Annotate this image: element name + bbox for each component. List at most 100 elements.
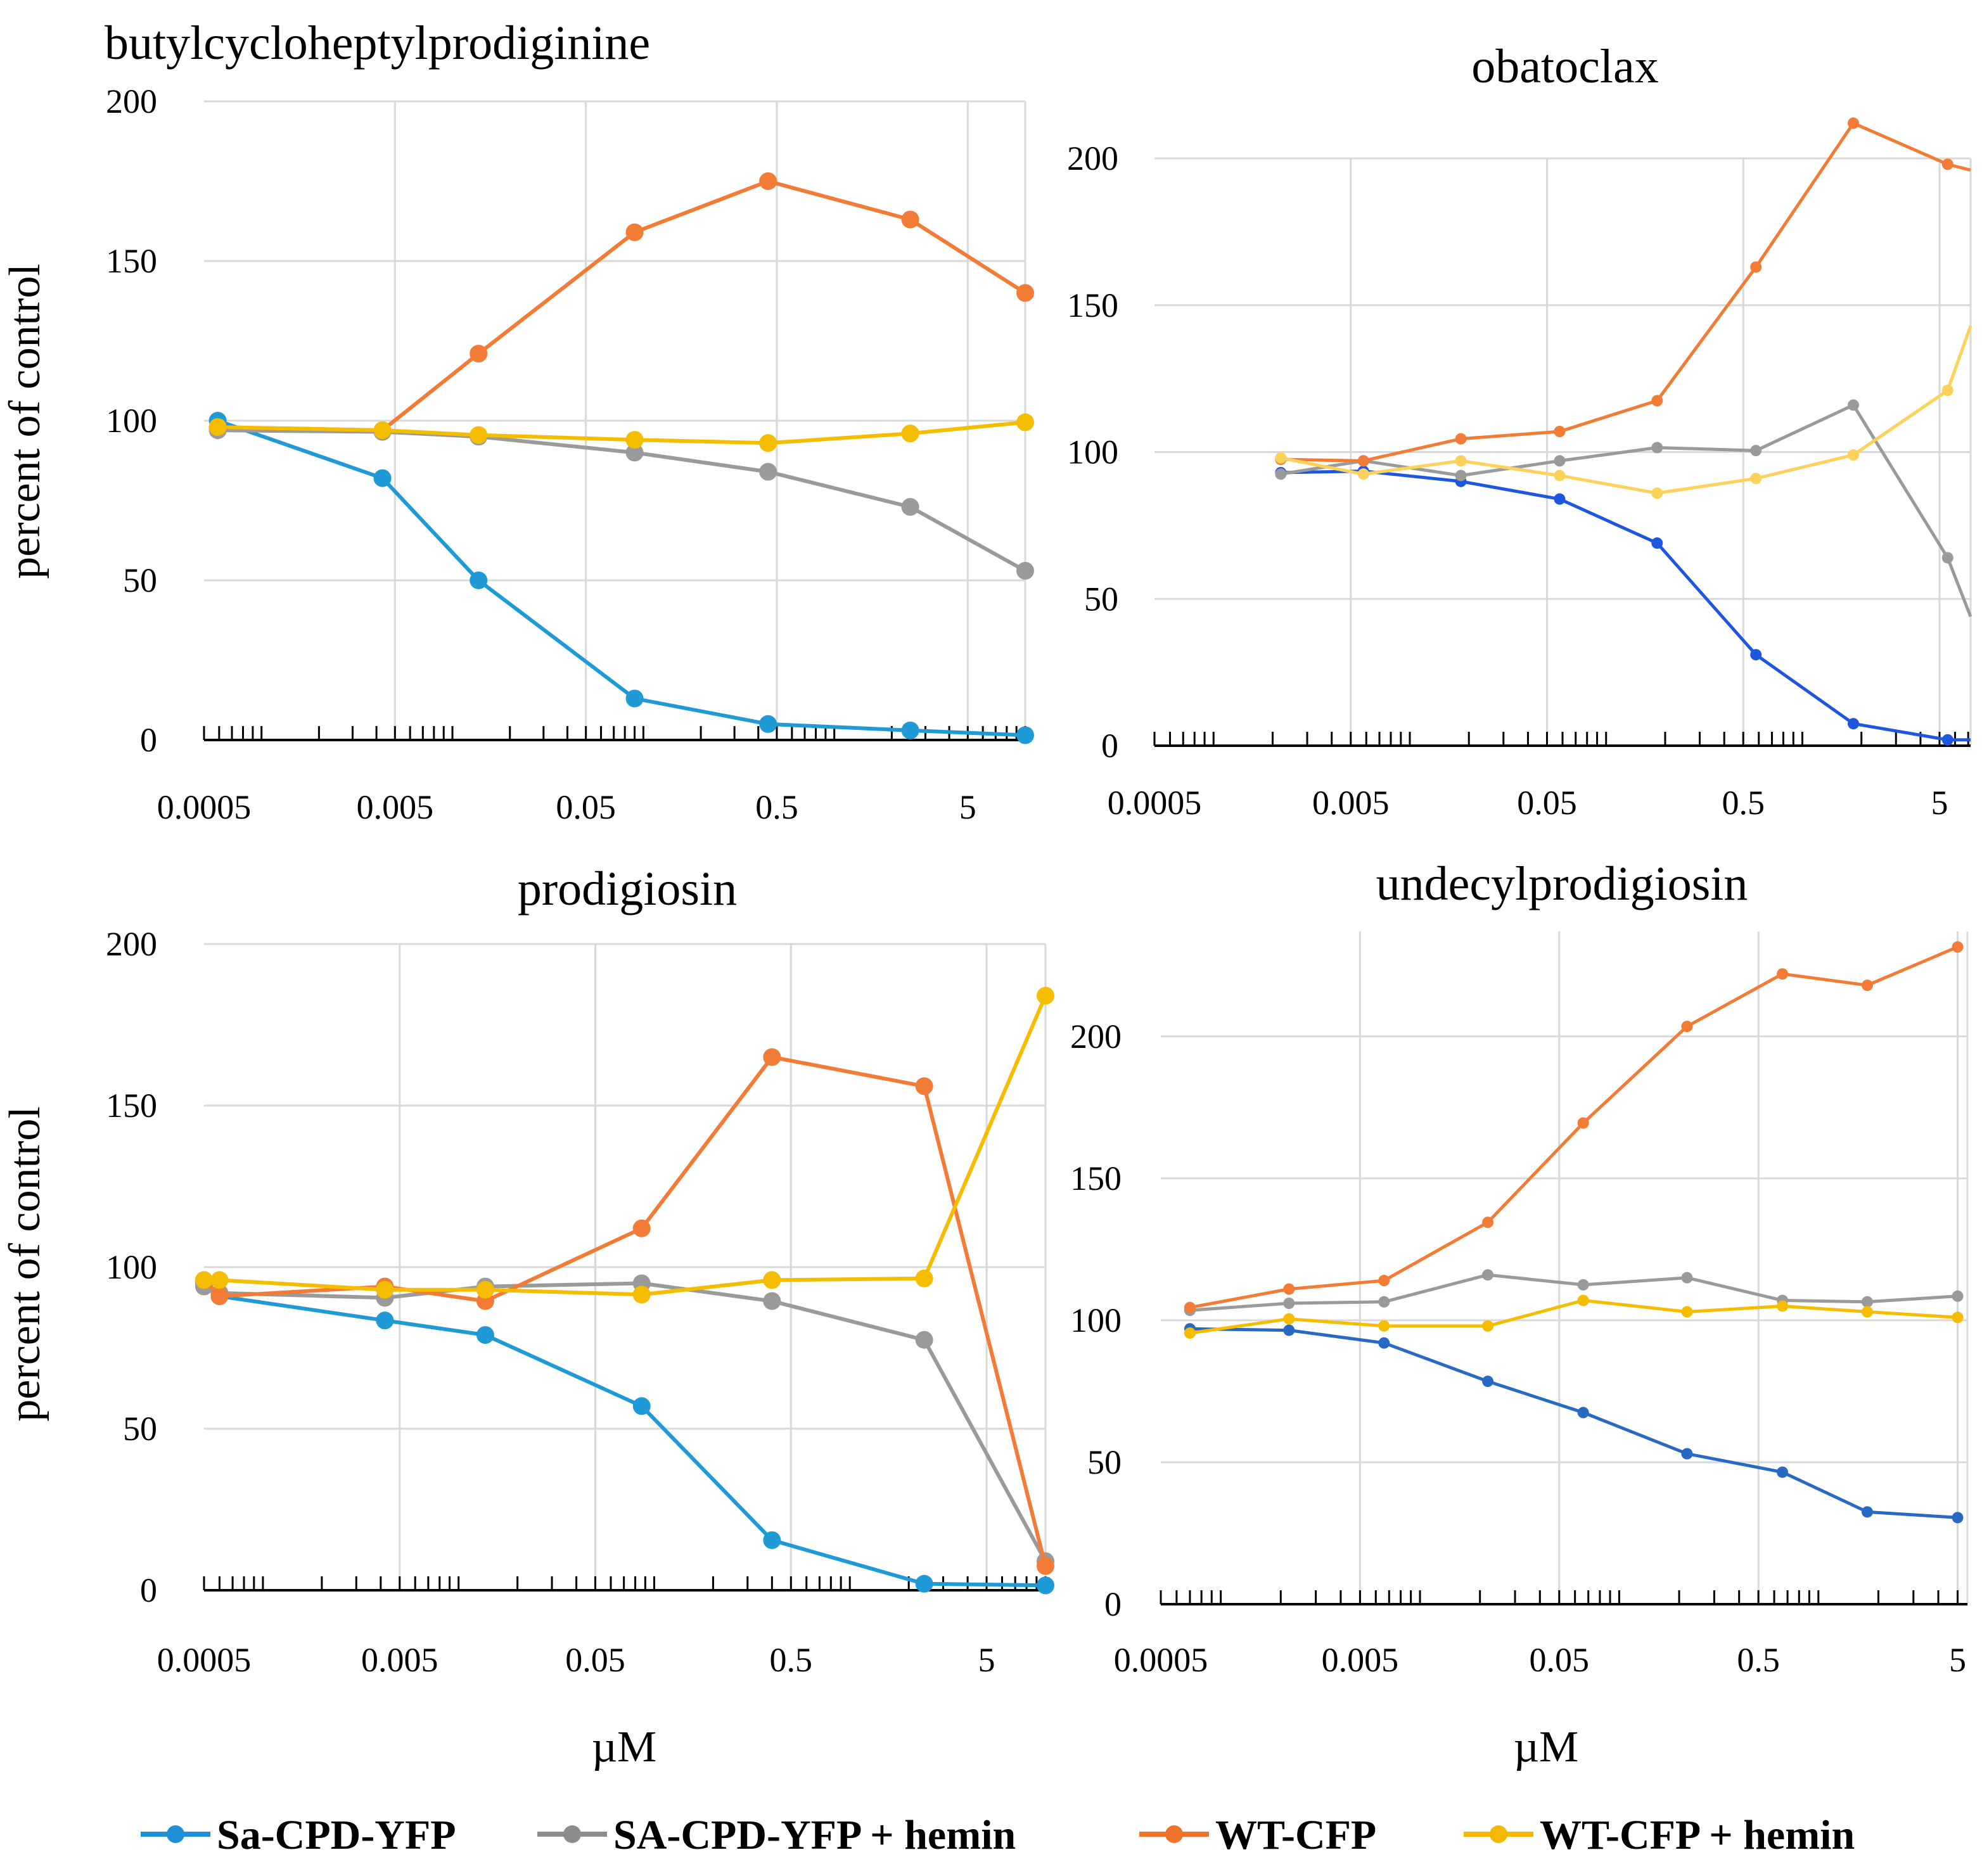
data-point xyxy=(1283,1324,1295,1336)
series-group xyxy=(195,986,1054,1595)
data-point xyxy=(1861,1306,1873,1318)
series-group xyxy=(1184,941,1964,1524)
data-point xyxy=(1378,1275,1390,1287)
data-point xyxy=(1651,487,1663,499)
x-tick-label: 0.05 xyxy=(1517,784,1577,822)
data-point xyxy=(1455,469,1467,482)
data-point xyxy=(210,1271,229,1289)
data-point xyxy=(1750,445,1762,457)
data-point xyxy=(1952,1311,1964,1324)
y-tick-label: 100 xyxy=(1070,1301,1122,1339)
data-point xyxy=(1554,455,1566,467)
data-point xyxy=(915,1269,933,1287)
y-tick-label: 100 xyxy=(106,402,157,440)
data-point xyxy=(763,1271,781,1289)
x-tick-label: 0.0005 xyxy=(1114,1641,1208,1679)
data-point xyxy=(1554,469,1566,482)
data-point xyxy=(1651,442,1663,454)
data-point xyxy=(1681,1021,1693,1033)
data-point xyxy=(901,721,919,739)
legend-swatch-marker xyxy=(1165,1825,1183,1843)
data-point xyxy=(763,1292,781,1310)
data-point xyxy=(625,223,644,241)
data-point xyxy=(1283,1313,1295,1325)
gridlines xyxy=(1154,157,1972,746)
data-point xyxy=(1681,1448,1693,1460)
data-point xyxy=(915,1077,933,1095)
data-point xyxy=(1952,941,1964,953)
x-tick-label: 0.5 xyxy=(755,788,798,826)
data-point xyxy=(1651,395,1663,407)
data-point xyxy=(1750,649,1762,661)
legend-item-sa-cpd-yfp-hemin: SA-CPD-YFP + hemin xyxy=(537,1812,1016,1858)
y-tick-label: 150 xyxy=(1070,1159,1122,1197)
data-point xyxy=(1482,1320,1494,1332)
data-point xyxy=(373,421,392,440)
series-line-sa-cpd-yfp xyxy=(203,1282,1046,1588)
legend-label: SA-CPD-YFP + hemin xyxy=(613,1812,1016,1858)
y-tick-label: 150 xyxy=(106,1087,157,1125)
data-point xyxy=(1848,399,1860,411)
legend-label: Sa-CPD-YFP xyxy=(217,1812,456,1858)
y-tick-label: 50 xyxy=(1084,580,1118,618)
x-tick-label: 0.005 xyxy=(1322,1641,1399,1679)
x-tick-label: 0.5 xyxy=(1722,784,1765,822)
data-point xyxy=(1750,473,1762,485)
legend-item-wt-cfp: WT-CFP xyxy=(1139,1812,1376,1858)
legend-item-sa-cpd-yfp: Sa-CPD-YFP xyxy=(141,1812,456,1858)
data-point xyxy=(915,1574,933,1593)
y-axis-label: percent of control xyxy=(1,264,49,579)
data-point xyxy=(1037,1557,1054,1575)
chart-title: undecylprodigiosin xyxy=(1376,857,1748,910)
data-point xyxy=(759,172,777,190)
data-point xyxy=(1378,1296,1390,1308)
legend-swatch-marker xyxy=(563,1825,581,1843)
x-tick-label: 0.0005 xyxy=(1108,784,1202,822)
data-point xyxy=(1848,718,1860,730)
data-point xyxy=(1357,468,1369,480)
series-line-wt-cfp xyxy=(202,1055,1047,1567)
legend-swatch-marker xyxy=(167,1825,184,1843)
x-axis-label: µM xyxy=(1514,1723,1579,1771)
legend-swatch-marker xyxy=(1490,1825,1507,1843)
data-point xyxy=(1378,1337,1390,1349)
data-point xyxy=(759,434,777,452)
data-point xyxy=(1184,1327,1196,1339)
data-point xyxy=(632,1219,651,1237)
series-line-wt-cfp-hemin xyxy=(204,995,1047,1297)
data-point xyxy=(1941,385,1953,397)
data-point xyxy=(208,418,227,437)
data-point xyxy=(632,1286,651,1304)
chart-title: butylcycloheptylprodiginine xyxy=(105,16,650,70)
y-tick-label: 50 xyxy=(1087,1443,1122,1481)
legend: Sa-CPD-YFP SA-CPD-YFP + hemin WT-CFP WT-… xyxy=(141,1812,1855,1858)
y-tick-label: 200 xyxy=(1070,1018,1122,1056)
x-tick-label: 0.05 xyxy=(556,788,616,826)
data-point xyxy=(1848,117,1860,129)
chart-obatoclax: obatoclax 0 50 100 150 200 0.0005 0.005 0.05 0.5… xyxy=(1067,40,1972,822)
data-point xyxy=(476,1280,494,1299)
data-point xyxy=(1848,449,1860,461)
legend-item-wt-cfp-hemin: WT-CFP + hemin xyxy=(1464,1812,1855,1858)
data-point xyxy=(915,1330,933,1349)
data-point xyxy=(376,1280,394,1299)
data-point xyxy=(625,443,644,462)
data-point xyxy=(1455,455,1467,467)
chart-title: prodigiosin xyxy=(518,862,737,916)
data-point xyxy=(1482,1216,1494,1228)
data-point xyxy=(1482,1375,1494,1388)
data-point xyxy=(632,1397,651,1415)
x-tick-label: 0.5 xyxy=(770,1641,813,1679)
data-point xyxy=(1482,1269,1494,1281)
data-point xyxy=(1777,968,1789,980)
data-point xyxy=(195,1271,213,1289)
data-point xyxy=(1941,734,1953,746)
y-tick-label: 200 xyxy=(106,925,157,963)
gridlines xyxy=(1161,931,1969,1604)
data-point xyxy=(901,424,919,443)
x-tick-label: 5 xyxy=(959,788,976,826)
series-group xyxy=(1275,117,1972,746)
chart-butylcycloheptylprodiginine: butylcycloheptylprodiginine percent of c… xyxy=(1,16,1034,826)
x-tick-label: 0.0005 xyxy=(157,788,252,826)
